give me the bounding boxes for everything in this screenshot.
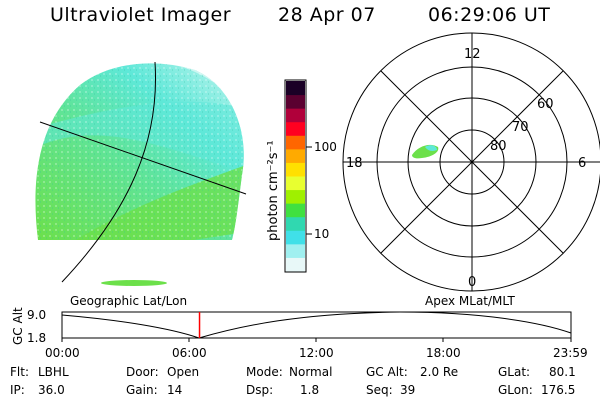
app-title: Ultraviolet Imager bbox=[50, 4, 232, 26]
time-label: 06:29:06 UT bbox=[428, 4, 551, 26]
timeline-xtick-1800: 18:00 bbox=[426, 346, 461, 360]
glon-label: GLon: bbox=[498, 383, 533, 397]
colorbar-segment bbox=[286, 148, 305, 163]
geographic-image bbox=[35, 61, 247, 286]
timeline-ylabel: GC Alt bbox=[11, 307, 25, 345]
flt-label: Flt: bbox=[10, 365, 29, 379]
date-label: 28 Apr 07 bbox=[278, 4, 376, 26]
seq-value: 39 bbox=[400, 383, 416, 397]
door-value: Open bbox=[167, 365, 200, 379]
timeline-xtick-0600: 06:00 bbox=[172, 346, 207, 360]
timeline-plot bbox=[61, 311, 572, 342]
altitude-curve bbox=[61, 311, 572, 339]
mode-label: Mode: bbox=[246, 365, 283, 379]
mlt-label-12: 12 bbox=[464, 47, 481, 62]
mlt-label-0: 0 bbox=[468, 275, 477, 290]
geographic-panel-label: Geographic Lat/Lon bbox=[70, 294, 188, 308]
timeline-xtick-1200: 12:00 bbox=[299, 346, 334, 360]
mlt-label-18: 18 bbox=[346, 156, 363, 171]
apex-panel-label: Apex MLat/MLT bbox=[425, 294, 515, 308]
colorbar-segment bbox=[286, 108, 305, 123]
timeline-xtick-2359: 23:59 bbox=[553, 346, 588, 360]
colorbar-segment bbox=[286, 135, 305, 150]
seq-label: Seq: bbox=[366, 383, 393, 397]
lat-label-60: 60 bbox=[537, 97, 554, 112]
ip-label: IP: bbox=[10, 383, 25, 397]
dsp-value: 1.8 bbox=[300, 383, 320, 397]
gain-value: 14 bbox=[167, 383, 183, 397]
mlt-label-6: 6 bbox=[578, 156, 587, 171]
timeline-ytick-top: 9.0 bbox=[27, 308, 47, 322]
dsp-label: Dsp: bbox=[246, 383, 274, 397]
colorbar-segment bbox=[286, 94, 305, 109]
terminator-line bbox=[39, 121, 247, 195]
glon-value: 176.5 bbox=[541, 383, 576, 397]
colorbar-segment bbox=[286, 230, 305, 245]
flt-value: LBHL bbox=[38, 365, 69, 379]
colorbar-unit-label: photon cm⁻²s⁻¹ bbox=[266, 140, 281, 241]
ip-value: 36.0 bbox=[38, 383, 65, 397]
colorbar-segment bbox=[286, 121, 305, 136]
timeline-ytick-bottom: 1.8 bbox=[27, 331, 47, 345]
timeline-xtick-0000: 00:00 bbox=[45, 346, 80, 360]
colorbar-segment bbox=[286, 189, 305, 204]
colorbar-segment bbox=[286, 216, 305, 231]
glat-label: GLat: bbox=[498, 365, 531, 379]
gcalt-value: 2.0 Re bbox=[420, 365, 459, 379]
meridian-curve bbox=[61, 61, 157, 283]
colorbar-segment bbox=[286, 243, 305, 258]
colorbar-tick-100: 100 bbox=[314, 140, 337, 154]
mode-value: Normal bbox=[289, 365, 333, 379]
gcalt-label: GC Alt: bbox=[366, 365, 408, 379]
gain-label: Gain: bbox=[126, 383, 158, 397]
colorbar-segment bbox=[286, 162, 305, 177]
polar-plot bbox=[342, 32, 600, 292]
door-label: Door: bbox=[126, 365, 159, 379]
colorbar-segment bbox=[286, 257, 305, 272]
colorbar-segment bbox=[286, 81, 305, 96]
colorbar-tick-10: 10 bbox=[314, 227, 330, 241]
glat-value: 80.1 bbox=[549, 365, 576, 379]
lat-label-70: 70 bbox=[512, 120, 529, 135]
colorbar-segment bbox=[286, 203, 305, 218]
lat-label-80: 80 bbox=[490, 139, 507, 154]
colorbar bbox=[284, 79, 312, 273]
colorbar-segment bbox=[286, 176, 305, 191]
